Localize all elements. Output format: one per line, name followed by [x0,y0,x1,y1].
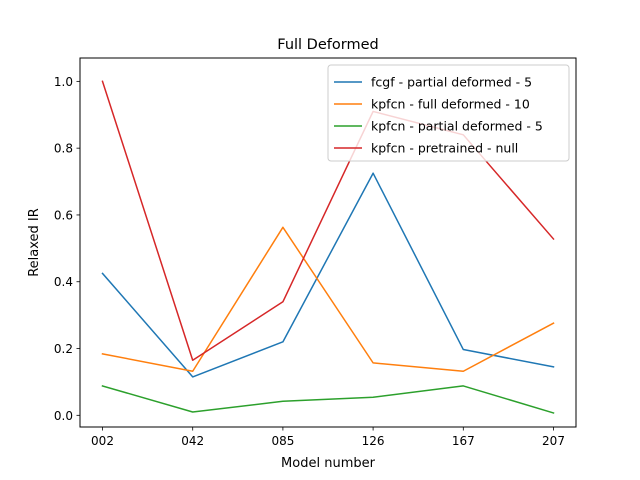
y-tick-label: 0.0 [54,409,73,423]
y-axis-label: Relaxed IR [27,208,42,277]
plot-area-frame [79,57,577,428]
x-tick-label: 126 [362,434,385,448]
x-tick-label: 167 [452,434,475,448]
x-axis-ticks: 002 042 085 126 167 207 [91,427,565,448]
y-tick-label: 0.8 [54,142,73,156]
y-tick-label: 1.0 [54,75,73,89]
legend: fcgf - partial deformed - 5 kpfcn - full … [327,64,570,162]
y-tick-label: 0.4 [54,275,73,289]
legend-entry-label: kpfcn - full deformed - 10 [371,97,530,112]
y-axis-ticks: 0.0 0.2 0.4 0.6 0.8 1.0 [54,75,80,423]
y-tick-label: 0.6 [54,208,73,222]
x-tick-label: 002 [91,434,114,448]
series-line-3 [101,385,555,414]
legend-entry-label: kpfcn - partial deformed - 5 [371,119,543,134]
y-tick-label: 0.2 [54,342,73,356]
series-line-1 [101,172,555,378]
x-tick-label: 085 [271,434,294,448]
x-tick-label: 042 [181,434,204,448]
legend-entry-label: kpfcn - pretrained - null [371,141,518,156]
series-line-2 [101,226,555,372]
x-axis-label: Model number [281,456,376,471]
chart-title: Full Deformed [277,37,378,53]
x-tick-label: 207 [542,434,565,448]
legend-entry-label: fcgf - partial deformed - 5 [371,75,532,90]
legend-box [327,64,570,162]
